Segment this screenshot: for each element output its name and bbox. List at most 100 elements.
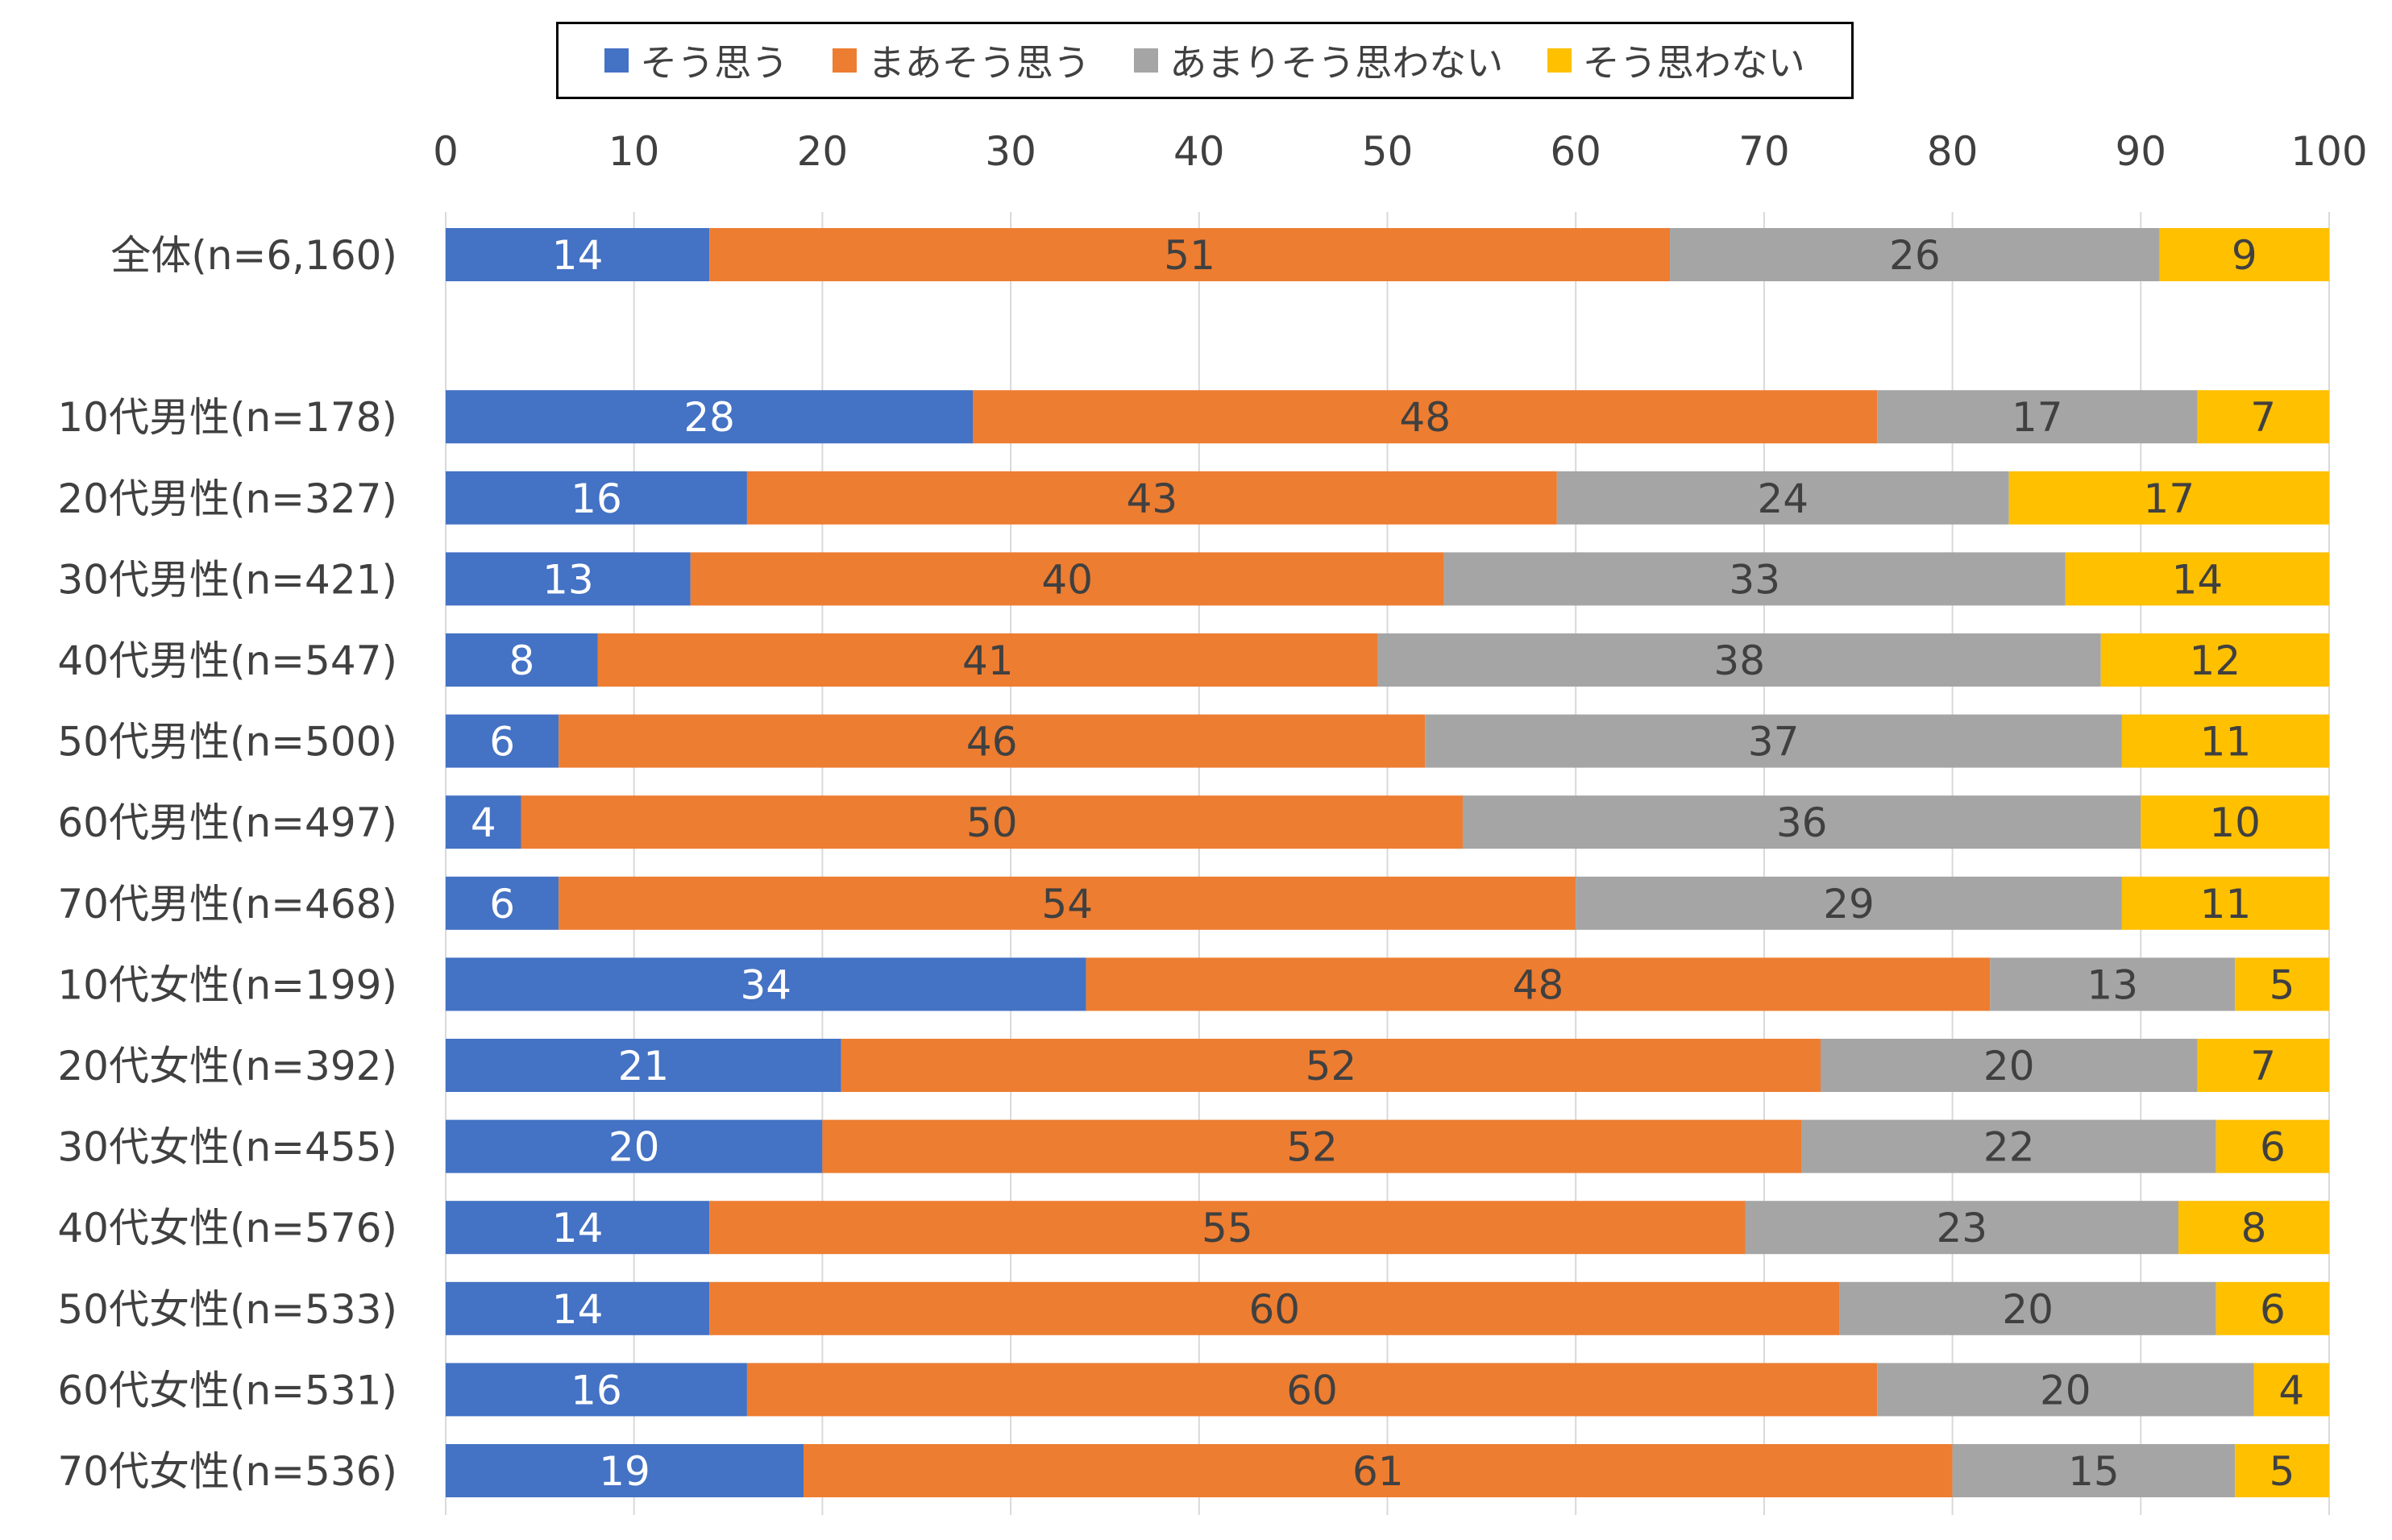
data-label: 40 (1041, 556, 1093, 603)
bar-segment (446, 633, 598, 687)
bar-segment (446, 1039, 841, 1092)
legend-item: そう思わない (1547, 34, 1805, 87)
legend-label: あまりそう思わない (1169, 41, 1504, 85)
bar-segment (2235, 957, 2329, 1011)
data-label: 11 (2200, 881, 2252, 928)
bar-segment (841, 1039, 1821, 1092)
bar-segment (2253, 1363, 2329, 1417)
bar-segment (973, 390, 1878, 444)
data-label: 37 (1748, 719, 1800, 766)
bar-segment (446, 1444, 804, 1497)
data-label: 60 (1286, 1367, 1338, 1413)
bar-segment (1425, 714, 2122, 768)
x-tick-label: 10 (608, 128, 660, 175)
data-label: 20 (1983, 1043, 2035, 1090)
chart-legend: そう思う まあそう思う あまりそう思わない そう思わない (556, 22, 1854, 99)
bar-segment (2216, 1119, 2329, 1173)
category-label: 70代男性(n=468) (57, 881, 397, 928)
bar-segment (1462, 795, 2141, 849)
bar-segment (1556, 471, 2009, 525)
data-label: 11 (2200, 719, 2252, 766)
data-label: 50 (966, 799, 1018, 846)
data-label: 26 (1889, 232, 1941, 279)
bar-segment (1839, 1281, 2216, 1335)
data-label: 41 (962, 637, 1014, 684)
data-label: 13 (542, 556, 594, 603)
bar-segment (822, 1119, 1802, 1173)
bar-segment (709, 1281, 1840, 1335)
data-label: 6 (2260, 1286, 2286, 1333)
bar-segment (1821, 1039, 2198, 1092)
category-label: 20代女性(n=392) (57, 1043, 397, 1090)
x-tick-label: 40 (1173, 128, 1225, 175)
bar-segment (2178, 1201, 2329, 1255)
bar-segment (446, 1363, 747, 1417)
bar-segment (446, 1281, 710, 1335)
data-label: 14 (552, 232, 604, 279)
bar-segment (746, 1363, 1878, 1417)
bar-segment (2235, 1444, 2329, 1497)
data-label: 29 (1823, 881, 1875, 928)
data-label: 48 (1399, 394, 1451, 441)
data-label: 48 (1513, 961, 1564, 1008)
legend-label: そう思う (640, 41, 789, 85)
category-label: 20代男性(n=327) (57, 475, 397, 522)
data-label: 14 (552, 1205, 604, 1252)
category-label: 40代女性(n=576) (57, 1205, 397, 1252)
data-label: 43 (1127, 475, 1178, 522)
legend-item: あまりそう思わない (1134, 34, 1503, 87)
bar-segment (2197, 1039, 2329, 1092)
bar-segment (2100, 633, 2329, 687)
data-label: 52 (1286, 1124, 1338, 1171)
data-label: 23 (1936, 1205, 1987, 1252)
bar-segment (446, 876, 559, 930)
data-label: 6 (489, 719, 515, 766)
data-label: 55 (1202, 1205, 1253, 1252)
category-label: 30代男性(n=421) (57, 556, 397, 603)
x-tick-label: 100 (2290, 128, 2367, 175)
bar-segment (2121, 876, 2329, 930)
bar-segment (1877, 390, 2198, 444)
legend-swatch (1547, 48, 1572, 73)
bar-segment (446, 552, 691, 606)
data-label: 14 (552, 1286, 604, 1333)
data-label: 17 (2012, 394, 2063, 441)
bar-segment (559, 876, 1576, 930)
bar-segment (1086, 957, 1991, 1011)
data-label: 8 (2241, 1205, 2267, 1252)
category-label: 40代男性(n=547) (57, 637, 397, 684)
data-label: 38 (1713, 637, 1765, 684)
data-label: 20 (608, 1124, 660, 1171)
data-label: 13 (2087, 961, 2138, 1008)
category-label: 10代男性(n=178) (57, 394, 397, 441)
x-tick-label: 80 (1927, 128, 1979, 175)
category-label: 60代男性(n=497) (57, 799, 397, 846)
data-label: 7 (2250, 394, 2276, 441)
bar-segment (446, 957, 1086, 1011)
data-label: 46 (966, 719, 1018, 766)
data-label: 15 (2068, 1448, 2120, 1495)
bar-segment (2197, 390, 2329, 444)
x-tick-label: 20 (797, 128, 849, 175)
data-label: 9 (2232, 232, 2257, 279)
x-tick-label: 90 (2115, 128, 2166, 175)
bar-segment (446, 795, 521, 849)
bar-segment (1670, 228, 2160, 281)
data-label: 19 (599, 1448, 650, 1495)
data-label: 36 (1776, 799, 1828, 846)
data-label: 16 (571, 1367, 622, 1413)
data-label: 10 (2209, 799, 2261, 846)
bar-segment (446, 714, 559, 768)
bar-segment (1377, 633, 2101, 687)
data-label: 7 (2250, 1043, 2276, 1090)
data-label: 12 (2190, 637, 2241, 684)
category-label: 30代女性(n=455) (57, 1124, 397, 1171)
category-label: 50代男性(n=500) (57, 719, 397, 766)
data-label: 16 (571, 475, 622, 522)
data-label: 5 (2269, 1448, 2295, 1495)
data-label: 61 (1352, 1448, 1404, 1495)
bar-segment (1877, 1363, 2254, 1417)
bar-segment (1443, 552, 2066, 606)
data-label: 54 (1041, 881, 1093, 928)
